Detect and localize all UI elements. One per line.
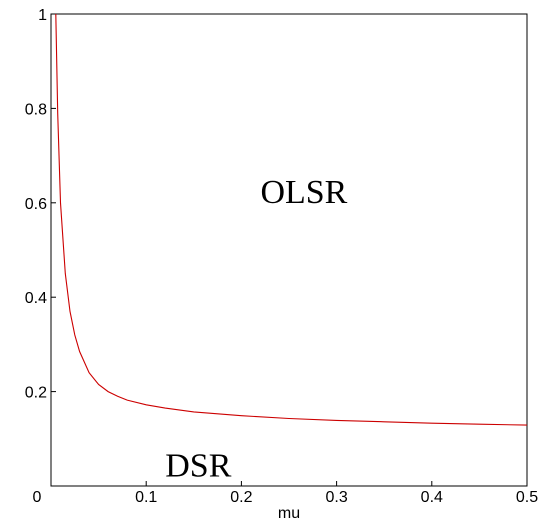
y-tick-label: 0.6 [25, 196, 47, 213]
x-tick-label: 0.1 [135, 489, 157, 506]
plot-border [50, 13, 528, 487]
series-layer [55, 13, 528, 426]
series-line [55, 13, 528, 426]
x-axis-label: mu [278, 505, 300, 522]
x-tick-label: 0 [33, 489, 42, 506]
y-tick-label: 0.4 [25, 290, 47, 307]
x-tick-label: 0.4 [421, 489, 443, 506]
region-label: OLSR [260, 174, 347, 211]
x-tick-label: 0.5 [516, 489, 538, 506]
y-axis: 0.2 0.4 0.6 0.8 1 [25, 7, 56, 487]
x-axis: 0 0.1 0.2 0.3 0.4 0.5 [33, 481, 538, 506]
annotations: OLSR DSR [165, 174, 347, 485]
x-tick-label: 0.3 [325, 489, 347, 506]
y-tick-label: 0.2 [25, 385, 47, 402]
x-tick-label: 0.2 [230, 489, 252, 506]
y-tick-label: 0.8 [25, 101, 47, 118]
region-label: DSR [165, 448, 231, 485]
plot-frame [50, 13, 528, 487]
y-tick-label: 1 [38, 7, 47, 24]
